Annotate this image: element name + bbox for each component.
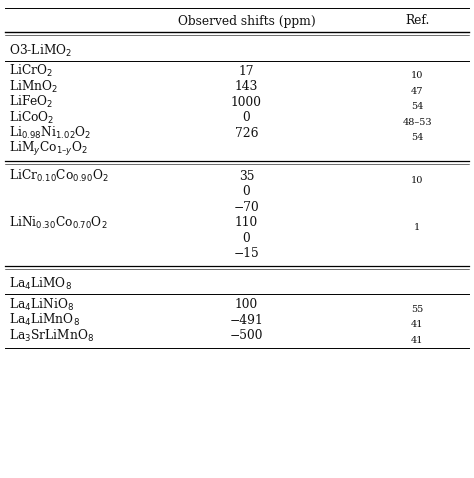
Text: 54: 54 bbox=[411, 133, 423, 142]
Text: La$_4$LiNiO$_8$: La$_4$LiNiO$_8$ bbox=[9, 297, 73, 313]
Text: 41: 41 bbox=[411, 320, 423, 329]
Text: La$_4$LiMnO$_8$: La$_4$LiMnO$_8$ bbox=[9, 312, 80, 328]
Text: 54: 54 bbox=[411, 102, 423, 111]
Text: −70: −70 bbox=[234, 201, 259, 214]
Text: 10: 10 bbox=[411, 176, 423, 185]
Text: −500: −500 bbox=[230, 329, 263, 342]
Text: 1: 1 bbox=[414, 223, 420, 232]
Text: LiNi$_{0.30}$Co$_{0.70}$O$_2$: LiNi$_{0.30}$Co$_{0.70}$O$_2$ bbox=[9, 215, 107, 231]
Text: 1000: 1000 bbox=[231, 96, 262, 109]
Text: 47: 47 bbox=[411, 87, 423, 96]
Text: 48–53: 48–53 bbox=[402, 118, 432, 127]
Text: LiCrO$_2$: LiCrO$_2$ bbox=[9, 63, 53, 79]
Text: Li$_{0.98}$Ni$_{1.02}$O$_2$: Li$_{0.98}$Ni$_{1.02}$O$_2$ bbox=[9, 125, 91, 141]
Text: La$_4$LiMO$_8$: La$_4$LiMO$_8$ bbox=[9, 276, 72, 293]
Text: 55: 55 bbox=[411, 305, 423, 314]
Text: LiM$_y$Co$_{1–y}$O$_2$: LiM$_y$Co$_{1–y}$O$_2$ bbox=[9, 140, 87, 158]
Text: LiMnO$_2$: LiMnO$_2$ bbox=[9, 79, 58, 95]
Text: 10: 10 bbox=[411, 71, 423, 80]
Text: 100: 100 bbox=[235, 298, 258, 311]
Text: LiCoO$_2$: LiCoO$_2$ bbox=[9, 109, 54, 126]
Text: −15: −15 bbox=[234, 247, 259, 260]
Text: La$_3$SrLiMnO$_8$: La$_3$SrLiMnO$_8$ bbox=[9, 328, 94, 344]
Text: 0: 0 bbox=[243, 232, 250, 245]
Text: 143: 143 bbox=[235, 80, 258, 93]
Text: 35: 35 bbox=[239, 170, 254, 183]
Text: 17: 17 bbox=[239, 65, 254, 78]
Text: 0: 0 bbox=[243, 185, 250, 198]
Text: 726: 726 bbox=[235, 127, 258, 140]
Text: 41: 41 bbox=[411, 336, 423, 345]
Text: 110: 110 bbox=[235, 216, 258, 229]
Text: 0: 0 bbox=[243, 111, 250, 124]
Text: LiFeO$_2$: LiFeO$_2$ bbox=[9, 94, 53, 110]
Text: Ref.: Ref. bbox=[405, 14, 429, 28]
Text: O3-LiMO$_2$: O3-LiMO$_2$ bbox=[9, 43, 72, 59]
Text: Observed shifts (ppm): Observed shifts (ppm) bbox=[178, 14, 315, 28]
Text: LiCr$_{0.10}$Co$_{0.90}$O$_2$: LiCr$_{0.10}$Co$_{0.90}$O$_2$ bbox=[9, 168, 109, 185]
Text: −491: −491 bbox=[229, 314, 264, 327]
